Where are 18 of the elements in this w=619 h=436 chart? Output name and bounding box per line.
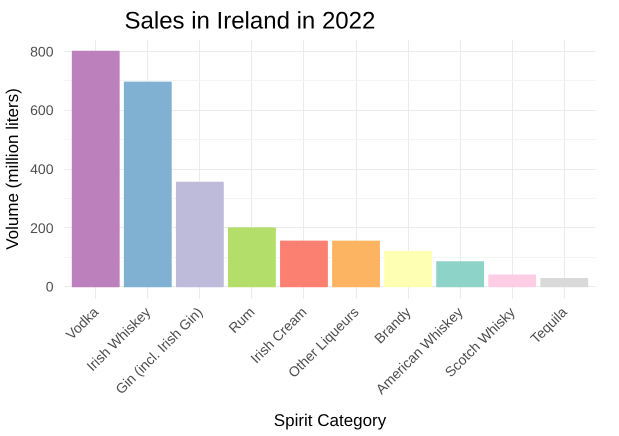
bar — [280, 240, 328, 288]
bar — [384, 250, 432, 288]
bar — [124, 82, 172, 288]
bar — [436, 261, 484, 288]
bar — [488, 274, 536, 288]
y-axis-title: Volume (million liters) — [3, 88, 22, 250]
y-tick-label: 400 — [30, 161, 54, 177]
chart-title: Sales in Ireland in 2022 — [124, 8, 376, 34]
y-tick-label: 600 — [30, 102, 54, 118]
bar — [228, 227, 276, 288]
bar — [332, 240, 380, 288]
y-tick-label: 0 — [46, 278, 54, 295]
y-tick-label: 800 — [30, 43, 54, 60]
x-axis-title: Spirit Category — [274, 410, 387, 430]
bar — [540, 278, 588, 288]
y-tick-label: 200 — [30, 220, 54, 236]
bar — [176, 182, 224, 288]
bar — [72, 50, 120, 288]
